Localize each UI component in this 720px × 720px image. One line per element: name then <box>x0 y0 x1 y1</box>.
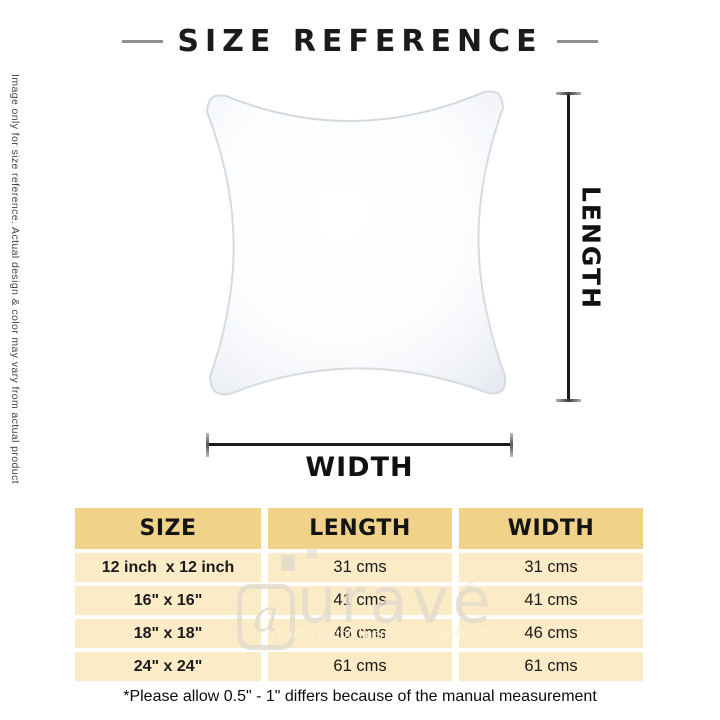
table-cell-length: 31 cms <box>268 553 452 582</box>
cushion-image <box>206 90 507 396</box>
length-measure-line <box>567 94 570 402</box>
pillow-piping-highlight <box>225 91 485 122</box>
length-label: LENGTH <box>576 186 606 310</box>
page-title: SIZE REFERENCE <box>177 23 543 59</box>
table-cell-size: 24" x 24" <box>75 652 261 681</box>
width-measure-cap-right <box>510 433 513 457</box>
table-cell-size: 16" x 16" <box>75 586 261 615</box>
measurement-disclaimer: *Please allow 0.5" - 1" differs because … <box>123 688 597 705</box>
title-row: SIZE REFERENCE <box>0 21 720 61</box>
table-cell-length: 61 cms <box>268 652 452 681</box>
table-header-width: WIDTH <box>459 508 643 549</box>
table-header-length: LENGTH <box>268 508 452 549</box>
length-measure-cap-top <box>556 92 581 95</box>
title-dash-right <box>556 39 598 43</box>
length-measure-cap-bottom <box>556 399 581 402</box>
width-measure-cap-left <box>206 433 209 457</box>
table-cell-width: 61 cms <box>459 652 643 681</box>
table-cell-size: 18" x 18" <box>75 619 261 648</box>
table-cell-length: 41 cms <box>268 586 452 615</box>
side-disclaimer-text: Image only for size reference. Actual de… <box>9 74 21 484</box>
table-cell-width: 46 cms <box>459 619 643 648</box>
table-cell-size: 12 inch x 12 inch <box>75 553 261 582</box>
table-header-size: SIZE <box>75 508 261 549</box>
width-label: WIDTH <box>305 452 414 483</box>
width-measure-line <box>208 443 511 446</box>
table-cell-length: 46 cms <box>268 619 452 648</box>
pillow-shape <box>206 90 507 396</box>
table-cell-width: 41 cms <box>459 586 643 615</box>
size-table: SIZE LENGTH WIDTH 12 inch x 12 inch 31 c… <box>75 508 643 681</box>
length-label-wrap: LENGTH <box>576 94 606 402</box>
table-cell-width: 31 cms <box>459 553 643 582</box>
title-dash-left <box>122 39 164 43</box>
